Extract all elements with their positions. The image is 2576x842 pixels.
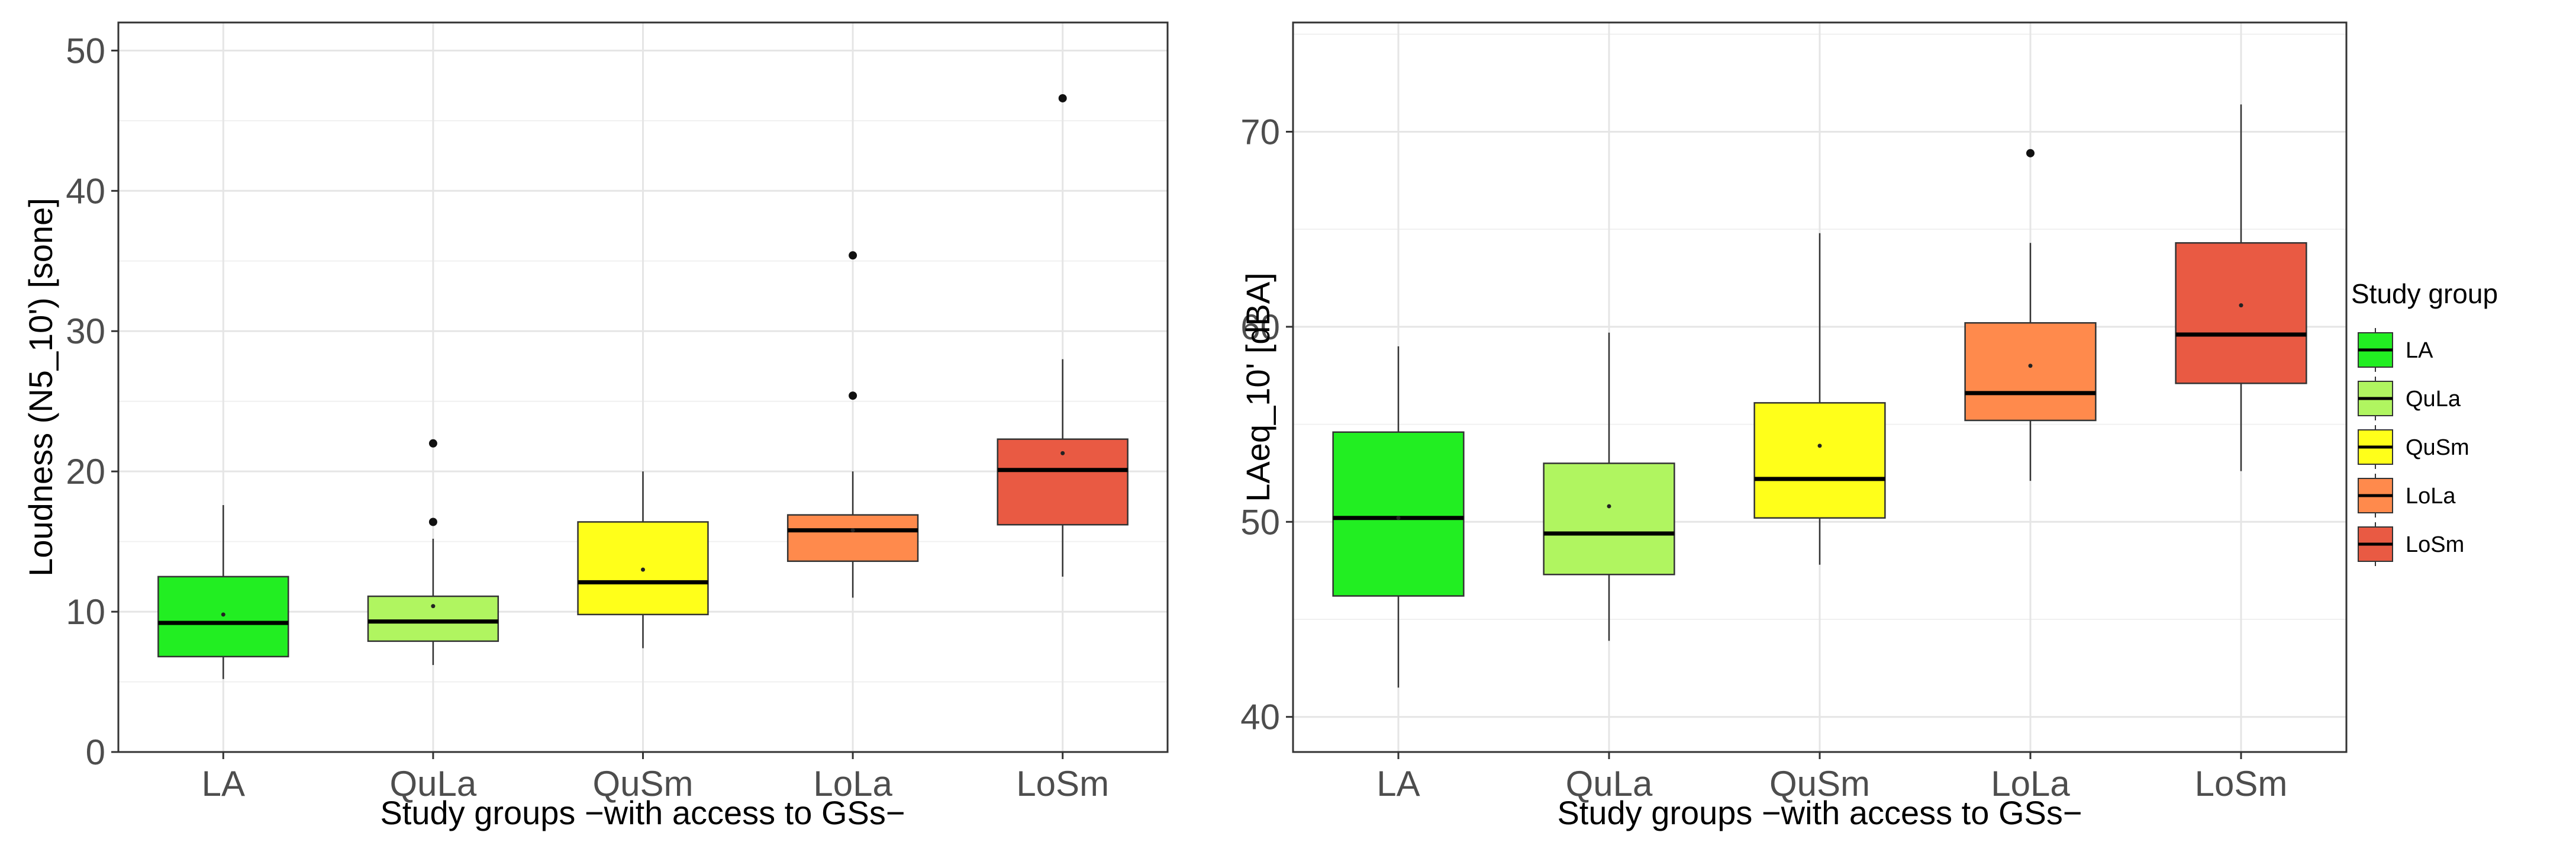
- legend-title: Study group: [2351, 278, 2498, 309]
- outlier-point: [2026, 149, 2035, 158]
- box-qusm: [577, 471, 709, 648]
- mean-point: [850, 528, 855, 533]
- x-tick-label: LoLa: [1991, 764, 2070, 804]
- box-la: [157, 505, 289, 679]
- y-tick-label: 40: [66, 171, 105, 211]
- mean-point: [221, 612, 225, 617]
- box-body: [367, 595, 499, 642]
- y-tick-label: 50: [66, 31, 105, 70]
- legend-item-la: LA: [2358, 328, 2433, 372]
- mean-point: [1396, 516, 1401, 520]
- x-axis-ticks: LA QuLa QuSm LoLa LoSm: [202, 752, 1109, 804]
- laeq-chart: 40 50 60 70 LA QuLa QuSm LoLa LoSm Study groups…: [1239, 21, 2348, 831]
- mean-point: [1060, 451, 1065, 455]
- y-axis-title: Loudness (N5_10') [sone]: [22, 198, 59, 577]
- outlier-point: [428, 439, 437, 448]
- x-tick-label: LA: [202, 764, 245, 804]
- box-body: [786, 514, 919, 563]
- legend-label: LA: [2406, 338, 2433, 363]
- boxes: [1332, 104, 2307, 688]
- box-qula: [1543, 332, 1675, 641]
- box-body: [1543, 462, 1675, 576]
- box-body: [157, 576, 289, 658]
- box-body: [1332, 431, 1465, 597]
- y-tick-label: 40: [1240, 698, 1280, 737]
- legend-item-qula: QuLa: [2358, 377, 2461, 420]
- legend-item-lola: LoLa: [2358, 474, 2456, 518]
- legend: Study group LA QuLa QuSm LoLa LoSm: [2351, 278, 2498, 566]
- legend-label: LoLa: [2406, 484, 2456, 509]
- x-tick-label: QuSm: [592, 764, 693, 804]
- box-qusm: [1753, 233, 1886, 565]
- x-tick-label: QuLa: [390, 764, 477, 804]
- outlier-point: [849, 391, 857, 400]
- loudness-chart: 0 10 20 30 40 50 LA QuLa QuSm LoLa LoSm Study gro…: [22, 21, 1169, 831]
- y-tick-label: 20: [66, 452, 105, 491]
- x-tick-label: QuLa: [1566, 764, 1653, 804]
- y-tick-label: 10: [66, 592, 105, 632]
- box-losm: [997, 94, 1129, 577]
- x-tick-label: LA: [1376, 764, 1420, 804]
- y-axis-title: LAeq_10' [dBA]: [1239, 272, 1276, 502]
- mean-point: [1607, 504, 1611, 509]
- x-tick-label: LoSm: [2195, 764, 2288, 804]
- box-lola: [1964, 149, 2097, 481]
- mean-point: [2239, 303, 2243, 308]
- mean-point: [641, 567, 645, 572]
- x-axis-title: Study groups −with access to GSs−: [380, 794, 905, 831]
- legend-label: QuLa: [2406, 387, 2461, 412]
- mean-point: [2028, 364, 2033, 368]
- legend-label: LoSm: [2406, 532, 2464, 557]
- mean-point: [1817, 444, 1822, 448]
- box-la: [1332, 346, 1465, 688]
- legend-item-losm: LoSm: [2358, 522, 2464, 566]
- gridlines: [118, 23, 1168, 753]
- outlier-point: [428, 518, 437, 526]
- box-losm: [2175, 104, 2307, 471]
- box-body: [1753, 402, 1886, 519]
- outlier-point: [1058, 94, 1067, 102]
- x-tick-label: QuSm: [1769, 764, 1870, 804]
- legend-item-qusm: QuSm: [2358, 425, 2469, 469]
- x-tick-label: LoLa: [813, 764, 892, 804]
- box-body: [2175, 242, 2307, 384]
- y-tick-label: 0: [86, 732, 105, 772]
- box-body: [1964, 322, 2097, 422]
- outlier-point: [849, 251, 857, 260]
- y-tick-label: 60: [1240, 307, 1280, 347]
- y-tick-label: 70: [1240, 112, 1280, 152]
- y-tick-label: 50: [1240, 502, 1280, 542]
- y-axis-ticks: 40 50 60 70: [1240, 112, 1293, 737]
- boxes: [157, 94, 1129, 679]
- x-axis-ticks: LA QuLa QuSm LoLa LoSm: [1376, 752, 2287, 804]
- y-axis-ticks: 0 10 20 30 40 50: [66, 31, 118, 772]
- legend-label: QuSm: [2406, 435, 2469, 460]
- mean-point: [431, 604, 436, 609]
- box-qula: [367, 439, 499, 666]
- box-lola: [786, 251, 919, 598]
- legend-items: LA QuLa QuSm LoLa LoSm: [2358, 328, 2469, 566]
- x-tick-label: LoSm: [1016, 764, 1109, 804]
- y-tick-label: 30: [66, 311, 105, 351]
- x-axis-title: Study groups −with access to GSs−: [1557, 794, 2082, 831]
